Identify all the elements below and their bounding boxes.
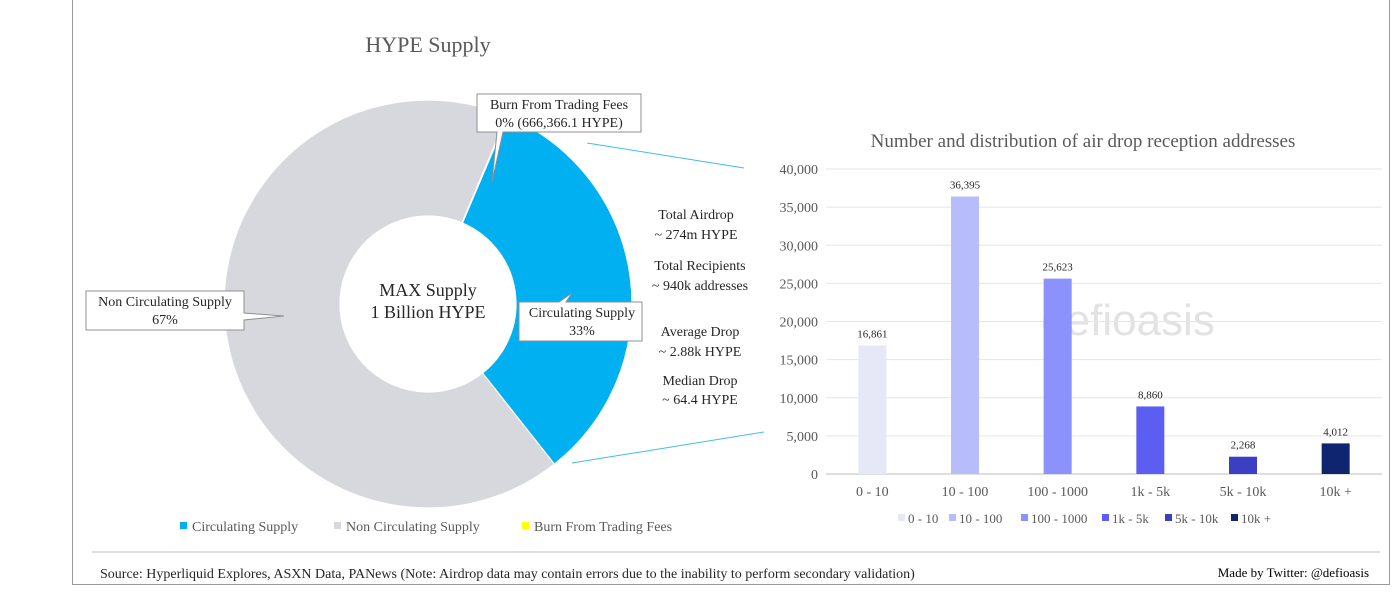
x-tick-label: 10 - 100 [942, 485, 989, 500]
x-tick-label: 0 - 10 [856, 485, 889, 500]
donut-legend: Circulating Supply Non Circulating Supply… [180, 520, 672, 535]
bar-chart-title: Number and distribution of air drop rece… [871, 131, 1296, 152]
callout-circulating: Circulating Supply 33% [518, 292, 643, 342]
stat-median-drop-title: Median Drop [662, 374, 737, 389]
footer-credit: Made by Twitter: @defioasis [1218, 565, 1369, 580]
bar-5k-10k [1229, 456, 1257, 474]
stat-total-recipients-title: Total Recipients [654, 259, 745, 274]
data-label-5k-10k: 2,268 [1231, 440, 1256, 452]
bar-legend-swatch-10k [1231, 514, 1238, 521]
airdrop-stats: Total Airdrop ~ 274m HYPE Total Recipien… [652, 208, 748, 408]
stat-total-airdrop-title: Total Airdrop [658, 208, 734, 223]
callout-circulating-line2: 33% [569, 324, 595, 339]
y-tick-label: 15,000 [780, 354, 819, 369]
footer-source: Source: Hyperliquid Explores, ASXN Data,… [100, 567, 915, 582]
callout-burn: Burn From Trading Fees 0% (666,366.1 HYP… [476, 93, 642, 183]
bar-legend: 0 - 10 10 - 100 100 - 1000 1k - 5k 5k - 10k 1… [898, 511, 1271, 526]
donut-title: HYPE Supply [365, 32, 490, 57]
callout-non-circulating: Non Circulating Supply 67% [85, 290, 285, 331]
data-label-0-10: 16,861 [857, 328, 887, 340]
bar-chart: 0 5,000 10,000 15,000 20,000 25,000 30,000 35,0… [780, 163, 1382, 500]
bar-legend-label-10k: 10k + [1241, 511, 1271, 526]
donut-chart [223, 99, 633, 509]
bar-legend-swatch-1k-5k [1102, 514, 1109, 521]
bar-10k [1321, 443, 1350, 474]
bar-100-1000 [1043, 278, 1072, 474]
x-tick-label: 5k - 10k [1220, 485, 1267, 500]
data-label-1k-5k: 8,860 [1138, 389, 1163, 401]
donut-legend-swatch-non-circulating-supply [334, 522, 341, 529]
callout-circulating-line1: Circulating Supply [529, 306, 635, 321]
connector-line-top [586, 142, 745, 169]
y-tick-label: 10,000 [780, 392, 819, 407]
bar-legend-swatch-0-10 [898, 514, 905, 521]
y-tick-label: 5,000 [787, 430, 819, 445]
bar-legend-swatch-100-1000 [1021, 514, 1028, 521]
stat-total-airdrop-value: ~ 274m HYPE [654, 228, 737, 243]
bar-legend-label-5k-10k: 5k - 10k [1175, 511, 1219, 526]
data-label-10-100: 36,395 [950, 179, 981, 191]
stat-total-recipients-value: ~ 940k addresses [652, 279, 748, 294]
data-label-10k: 4,012 [1323, 426, 1348, 438]
y-tick-label: 0 [811, 468, 818, 483]
callout-burn-line1: Burn From Trading Fees [490, 98, 628, 113]
stat-average-drop-value: ~ 2.88k HYPE [659, 345, 742, 360]
callout-burn-line2: 0% (666,366.1 HYPE) [495, 116, 623, 131]
y-tick-label: 30,000 [780, 239, 819, 254]
donut-slice-non-circulating-supply [223, 99, 556, 509]
y-tick-label: 25,000 [780, 277, 819, 292]
y-tick-label: 40,000 [780, 163, 819, 178]
bar-legend-swatch-10-100 [949, 514, 956, 521]
connector-line-bottom [571, 431, 765, 464]
bar-1k-5k [1136, 406, 1165, 474]
bar-legend-swatch-5k-10k [1165, 514, 1172, 521]
donut-slice-circulating-supply [461, 115, 633, 465]
callout-non-circulating-line2: 67% [152, 313, 178, 328]
callout-non-circulating-line1: Non Circulating Supply [98, 295, 232, 310]
donut-legend-label-burn-from-trading-fees: Burn From Trading Fees [534, 520, 672, 535]
bar-legend-label-1k-5k: 1k - 5k [1112, 511, 1149, 526]
x-tick-label: 1k - 5k [1130, 485, 1170, 500]
donut-legend-swatch-burn-from-trading-fees [522, 522, 529, 529]
donut-center-label-line1: MAX Supply [379, 280, 477, 300]
bar-10-100 [951, 196, 979, 474]
x-tick-label: 100 - 1000 [1027, 485, 1088, 500]
bar-legend-label-100-1000: 100 - 1000 [1031, 511, 1087, 526]
bar-0-10 [858, 345, 887, 474]
y-tick-label: 35,000 [780, 201, 819, 216]
donut-legend-label-non-circulating-supply: Non Circulating Supply [346, 520, 480, 535]
bar-legend-label-0-10: 0 - 10 [908, 511, 938, 526]
x-tick-label: 10k + [1319, 485, 1352, 500]
donut-legend-swatch-circulating-supply [180, 522, 187, 529]
stat-average-drop-title: Average Drop [661, 325, 740, 340]
donut-center-label-line2: 1 Billion HYPE [370, 302, 485, 322]
data-label-100-1000: 25,623 [1043, 262, 1074, 274]
stat-median-drop-value: ~ 64.4 HYPE [662, 393, 738, 408]
y-tick-label: 20,000 [780, 316, 819, 331]
donut-legend-label-circulating-supply: Circulating Supply [192, 520, 298, 535]
bar-legend-label-10-100: 10 - 100 [959, 511, 1002, 526]
